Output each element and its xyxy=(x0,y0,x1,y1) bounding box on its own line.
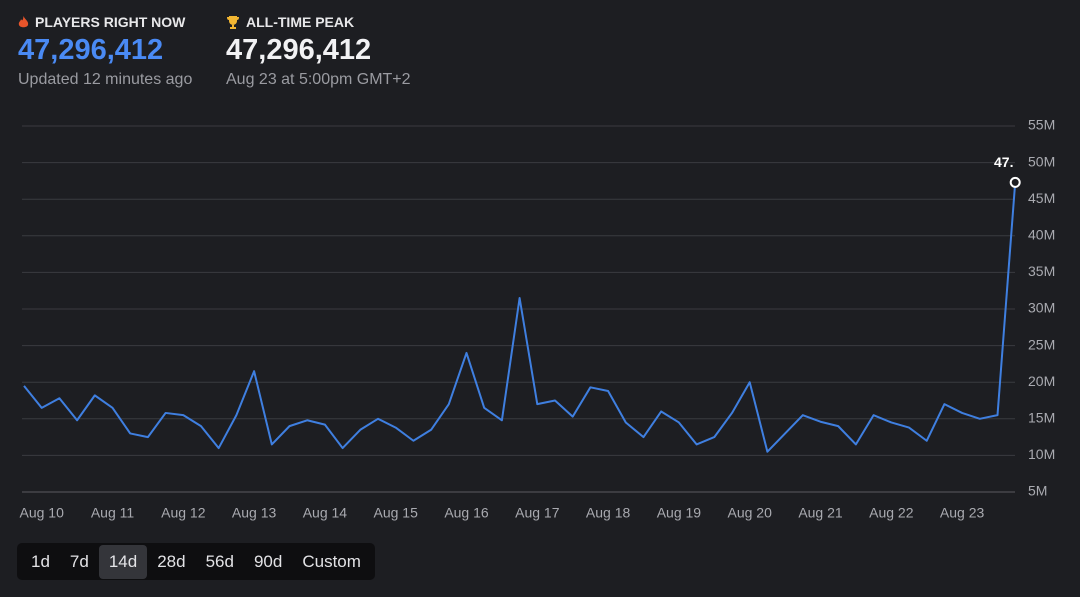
current-marker xyxy=(1009,176,1021,188)
range-button[interactable]: 1d xyxy=(31,551,50,571)
x-tick-label: Aug 10 xyxy=(20,505,65,521)
x-tick-label: Aug 19 xyxy=(657,505,702,521)
x-tick-label: Aug 21 xyxy=(798,505,843,521)
y-tick-label: 15M xyxy=(1028,410,1055,426)
x-tick-label: Aug 18 xyxy=(586,505,631,521)
x-tick-label: Aug 20 xyxy=(728,505,773,521)
all-time-peak: ALL-TIME PEAK 47,296,412 Aug 23 at 5:00p… xyxy=(226,14,411,89)
y-tick-label: 55M xyxy=(1028,117,1055,133)
value-annotation: 47. xyxy=(994,154,1013,170)
range-button[interactable]: 7d xyxy=(69,551,89,571)
y-tick-label: 40M xyxy=(1028,227,1055,243)
stat-value: 47,296,412 xyxy=(226,34,372,66)
x-tick-label: Aug 22 xyxy=(869,505,914,521)
stat-value: 47,296,412 xyxy=(18,34,164,66)
y-tick-label: 45M xyxy=(1028,190,1055,206)
current-players: PLAYERS RIGHT NOW 47,296,412 Updated 12 … xyxy=(18,14,192,89)
range-selector: 1d 7d 14d 28d 56d 90d Custom xyxy=(17,543,375,580)
range-button[interactable]: Custom xyxy=(302,551,361,571)
y-tick-label: 5M xyxy=(1028,483,1047,499)
range-button[interactable]: 90d xyxy=(253,551,283,571)
stat-note: Aug 23 at 5:00pm GMT+2 xyxy=(226,71,411,88)
stat-label-row: PLAYERS RIGHT NOW xyxy=(18,14,192,30)
x-tick-label: Aug 11 xyxy=(91,505,135,521)
y-tick-label: 25M xyxy=(1028,336,1055,352)
range-button[interactable]: 56d xyxy=(205,551,234,571)
stat-label: ALL-TIME PEAK xyxy=(246,14,355,30)
x-tick-label: Aug 17 xyxy=(515,505,560,521)
range-button[interactable]: 28d xyxy=(157,551,186,571)
x-tick-label: Aug 14 xyxy=(303,505,348,521)
x-tick-label: Aug 15 xyxy=(374,505,419,521)
player-line xyxy=(23,182,1017,453)
stat-label: PLAYERS RIGHT NOW xyxy=(35,14,186,30)
range-button[interactable]: 14d xyxy=(98,544,148,579)
stat-note: Updated 12 minutes ago xyxy=(18,71,193,88)
trophy-icon xyxy=(227,16,239,29)
x-tick-label: Aug 13 xyxy=(232,505,277,521)
x-tick-label: Aug 16 xyxy=(444,505,489,521)
y-tick-label: 10M xyxy=(1028,446,1055,462)
y-tick-label: 30M xyxy=(1028,300,1055,316)
x-tick-label: Aug 12 xyxy=(161,505,206,521)
x-tick-label: Aug 23 xyxy=(940,505,985,521)
chart: 5M 10M 15M 20M 25M 30M 35M 40M 45M 50M 55M Aug 10 Au… xyxy=(20,117,1056,521)
y-tick-label: 50M xyxy=(1028,153,1055,169)
stat-label-row: ALL-TIME PEAK xyxy=(226,14,411,30)
y-tick-label: 20M xyxy=(1028,373,1055,389)
y-tick-label: 35M xyxy=(1028,263,1055,279)
fire-icon xyxy=(18,15,29,27)
